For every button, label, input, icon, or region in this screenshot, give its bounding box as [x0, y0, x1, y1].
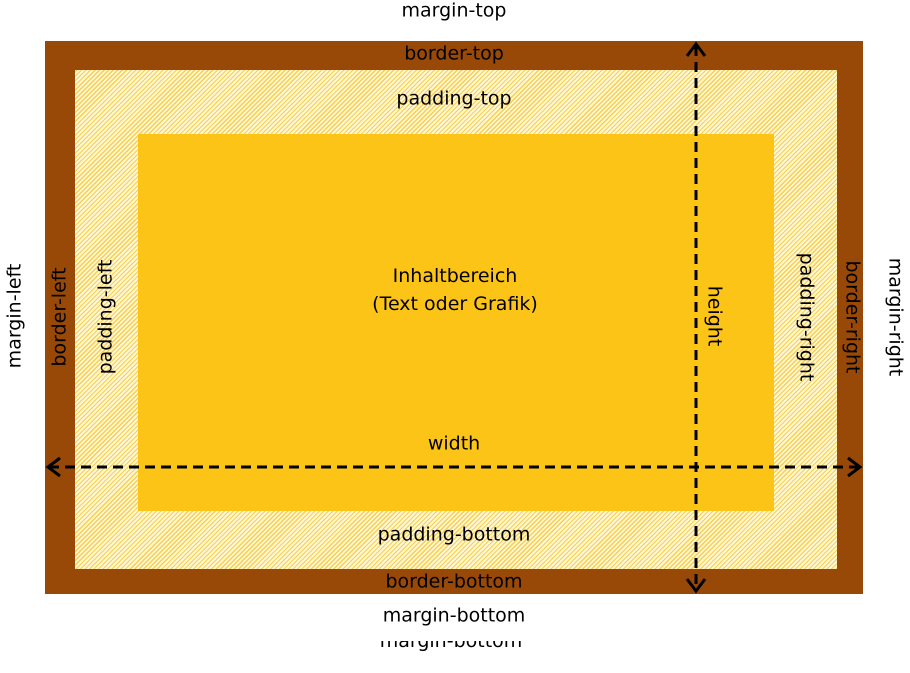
width-arrowhead-left: [45, 456, 61, 478]
border-bottom-label: border-bottom: [385, 570, 523, 593]
margin-bottom-ghost-label: margin-bottom: [376, 641, 526, 651]
padding-bottom-label: padding-bottom: [377, 523, 531, 546]
width-arrowhead-right: [847, 456, 863, 478]
content-area: [138, 134, 774, 511]
margin-top-label: margin-top: [401, 0, 507, 22]
height-arrowhead-bottom: [685, 578, 707, 594]
content-label-line1: Inhaltbereich: [392, 265, 518, 287]
padding-top-label: padding-top: [396, 87, 512, 110]
width-label: width: [427, 432, 481, 455]
content-label-line2: (Text oder Grafik): [372, 293, 538, 315]
height-label: height: [703, 285, 726, 347]
border-top-label: border-top: [404, 42, 504, 65]
content-label: Inhaltbereich (Text oder Grafik): [372, 262, 538, 318]
margin-bottom-label: margin-bottom: [382, 604, 526, 627]
height-arrowhead-top: [685, 41, 707, 57]
